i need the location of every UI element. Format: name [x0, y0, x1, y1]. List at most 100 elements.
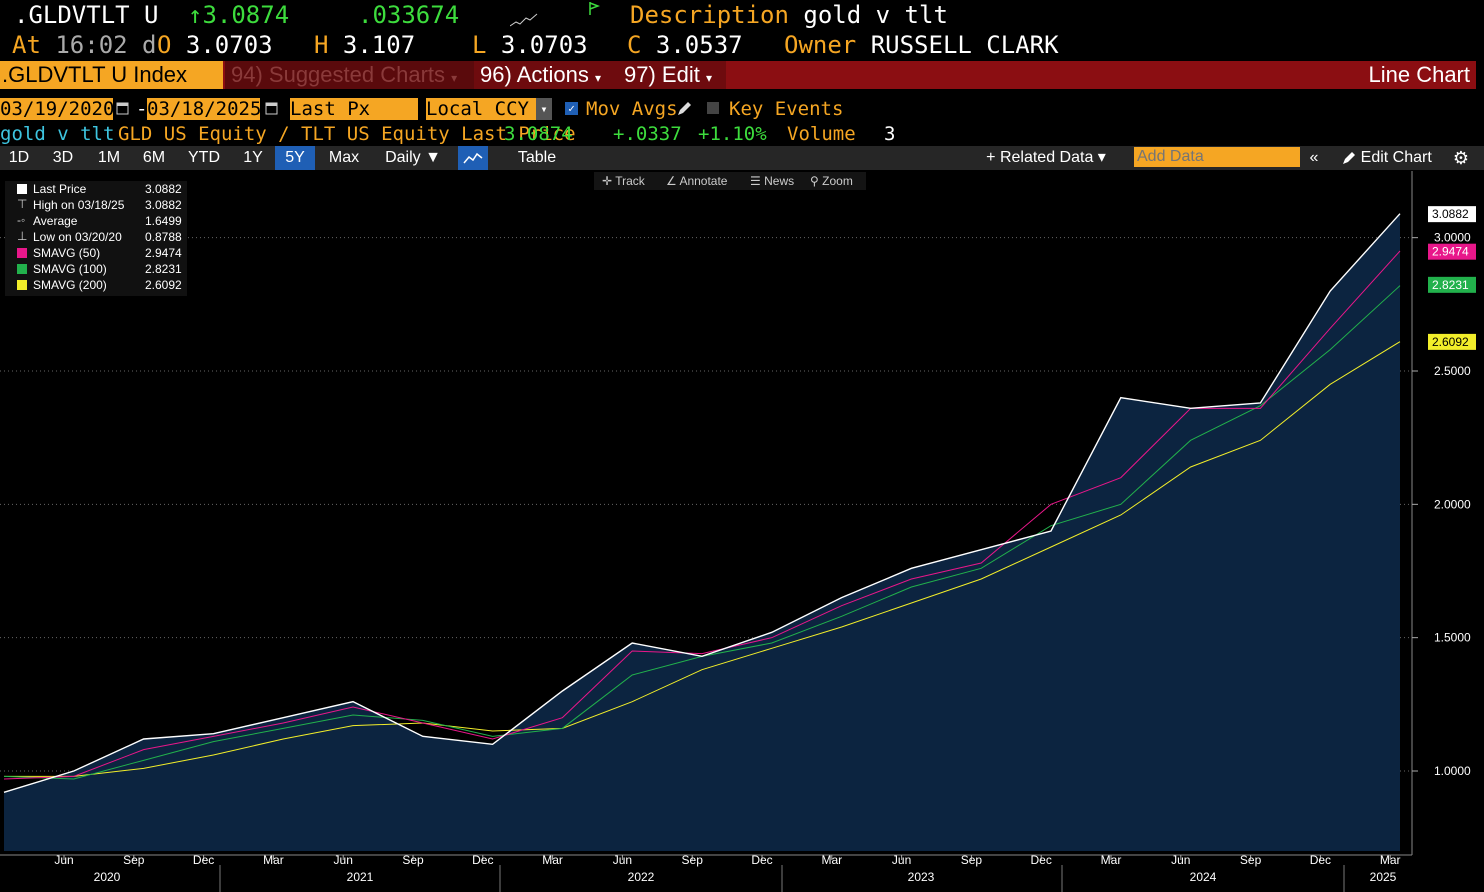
- chart-type-label[interactable]: Line Chart: [1368, 62, 1470, 87]
- legend-item-last-price: Last Price 3.0882: [5, 181, 187, 197]
- period-1y[interactable]: 1Y: [243, 149, 263, 166]
- x-year-label: 2020: [94, 870, 121, 884]
- zoom-tool[interactable]: ⚲ Zoom: [810, 172, 853, 190]
- chevron-down-icon[interactable]: ▾: [536, 98, 552, 120]
- x-tick-label: Jun: [1171, 853, 1190, 867]
- x-tick-label: Mar: [542, 853, 563, 867]
- open-label: O: [157, 31, 172, 59]
- security-field[interactable]: .GLDVTLT U Index: [0, 61, 223, 89]
- period-5y[interactable]: 5Y: [275, 146, 315, 170]
- x-tick-label: Dec: [193, 853, 214, 867]
- x-tick-label: Sep: [1240, 853, 1262, 867]
- related-data-menu[interactable]: + Related Data ▾: [968, 146, 1124, 170]
- calendar-icon[interactable]: [265, 101, 278, 115]
- last-value-chip: [1428, 276, 1476, 293]
- x-tick-label: Dec: [1031, 853, 1052, 867]
- crosshair-icon: ✛: [602, 174, 613, 188]
- info-abs-change: +.0337: [613, 123, 682, 145]
- currency-select[interactable]: Local CCY: [426, 98, 536, 120]
- legend-label: SMAVG (200): [33, 278, 107, 292]
- pencil-icon: [1343, 151, 1356, 164]
- end-date-input[interactable]: 03/18/2025: [147, 98, 262, 120]
- edit-menu[interactable]: 97) Edit ▾: [618, 61, 726, 89]
- last-value-chip-label: 2.6092: [1432, 335, 1469, 349]
- x-tick-label: Sep: [961, 853, 983, 867]
- legend-label: Average: [33, 214, 78, 228]
- key-events-checkbox[interactable]: [707, 102, 719, 114]
- legend-value: 3.0882: [145, 182, 182, 196]
- frequency-select[interactable]: Daily ▼: [373, 146, 453, 170]
- period-max[interactable]: Max: [328, 149, 360, 166]
- line-chart[interactable]: 1.0000 1.5000 2.0000 2.5000 3.0000 3.0882 2.94…: [0, 171, 1484, 892]
- x-tick-label: Jun: [334, 853, 353, 867]
- mov-avgs-label: Mov Avgs: [586, 98, 678, 120]
- pencil-icon[interactable]: [676, 101, 692, 117]
- volume-value: 3: [884, 123, 896, 145]
- price-area: [4, 213, 1400, 851]
- period-ytd[interactable]: YTD: [188, 149, 220, 166]
- legend-value: 3.0882: [145, 198, 182, 212]
- actions-menu[interactable]: 96) Actions ▾: [474, 61, 620, 89]
- gear-icon[interactable]: ⚙: [1452, 148, 1470, 168]
- square-icon: [17, 248, 27, 258]
- related-data-label: Related Data: [999, 149, 1094, 166]
- x-tick-label: Dec: [751, 853, 772, 867]
- close: C 3.0537: [627, 31, 743, 59]
- period-1d[interactable]: 1D: [8, 149, 30, 166]
- pen-icon: ∠: [666, 174, 677, 188]
- table-button[interactable]: Table: [517, 149, 557, 166]
- legend-value: 2.8231: [145, 262, 182, 276]
- flag-icon[interactable]: [588, 2, 600, 16]
- frequency-label: Daily: [385, 149, 421, 166]
- suggested-charts-menu[interactable]: 94) Suggested Charts ▾: [225, 61, 475, 89]
- x-year-label: 2024: [1190, 870, 1217, 884]
- news-tool[interactable]: ☰ News: [750, 172, 794, 190]
- security-description: GLD US Equity / TLT US Equity Last Price: [118, 123, 576, 145]
- low-marker-icon: ⊥: [17, 229, 28, 243]
- at-time: At 16:02 d: [12, 31, 157, 59]
- line-chart-icon[interactable]: [458, 146, 488, 170]
- start-date-input[interactable]: 03/19/2020: [0, 98, 115, 120]
- at-value: 16:02 d: [55, 31, 157, 59]
- open: O 3.0703: [157, 31, 273, 59]
- legend-value: 1.6499: [145, 214, 182, 228]
- period-3d[interactable]: 3D: [52, 149, 74, 166]
- track-tool[interactable]: ✛ Track: [602, 172, 645, 190]
- x-tick-label: Jun: [613, 853, 632, 867]
- description-value: gold v tlt: [803, 1, 948, 29]
- period-1m[interactable]: 1M: [97, 149, 121, 166]
- key-events-label: Key Events: [729, 98, 844, 120]
- annotate-tool[interactable]: ∠ Annotate: [666, 172, 727, 190]
- low-label: L: [472, 31, 487, 59]
- x-year-label: 2023: [908, 870, 935, 884]
- last-value-chip: [1428, 243, 1476, 260]
- legend-label: SMAVG (50): [33, 246, 101, 260]
- annotate-label: Annotate: [679, 174, 728, 188]
- x-tick-label: Dec: [472, 853, 493, 867]
- sparkline-icon: [510, 13, 538, 27]
- low: L 3.0703: [472, 31, 588, 59]
- legend-label: High on 03/18/25: [33, 198, 125, 212]
- high-marker-icon: ⊤: [17, 197, 28, 211]
- caret-down-icon: ▼: [425, 149, 441, 166]
- collapse-icon[interactable]: «: [1309, 149, 1319, 166]
- mov-avgs-checkbox[interactable]: ✓: [565, 102, 578, 115]
- at-label: At: [12, 31, 41, 59]
- legend-label: Low on 03/20/20: [33, 230, 122, 244]
- news-icon: ☰: [750, 174, 761, 188]
- legend-item-smavg-100: SMAVG (100) 2.8231: [5, 261, 187, 277]
- plus-icon: +: [986, 149, 996, 166]
- series-line: [4, 341, 1401, 777]
- chevron-down-icon: ▾: [705, 71, 712, 85]
- legend-label: Last Price: [33, 182, 87, 196]
- calendar-icon[interactable]: [116, 101, 129, 115]
- legend-value: 2.6092: [145, 278, 182, 292]
- field-select[interactable]: Last Px: [290, 98, 418, 120]
- legend-item-average: -◦ Average 1.6499: [5, 213, 187, 229]
- search-icon: ⚲: [810, 174, 819, 188]
- add-data-input[interactable]: [1134, 147, 1300, 167]
- average-marker-icon: -◦: [17, 213, 26, 227]
- period-6m[interactable]: 6M: [142, 149, 166, 166]
- x-year-label: 2021: [347, 870, 374, 884]
- edit-chart-button[interactable]: Edit Chart: [1333, 146, 1441, 170]
